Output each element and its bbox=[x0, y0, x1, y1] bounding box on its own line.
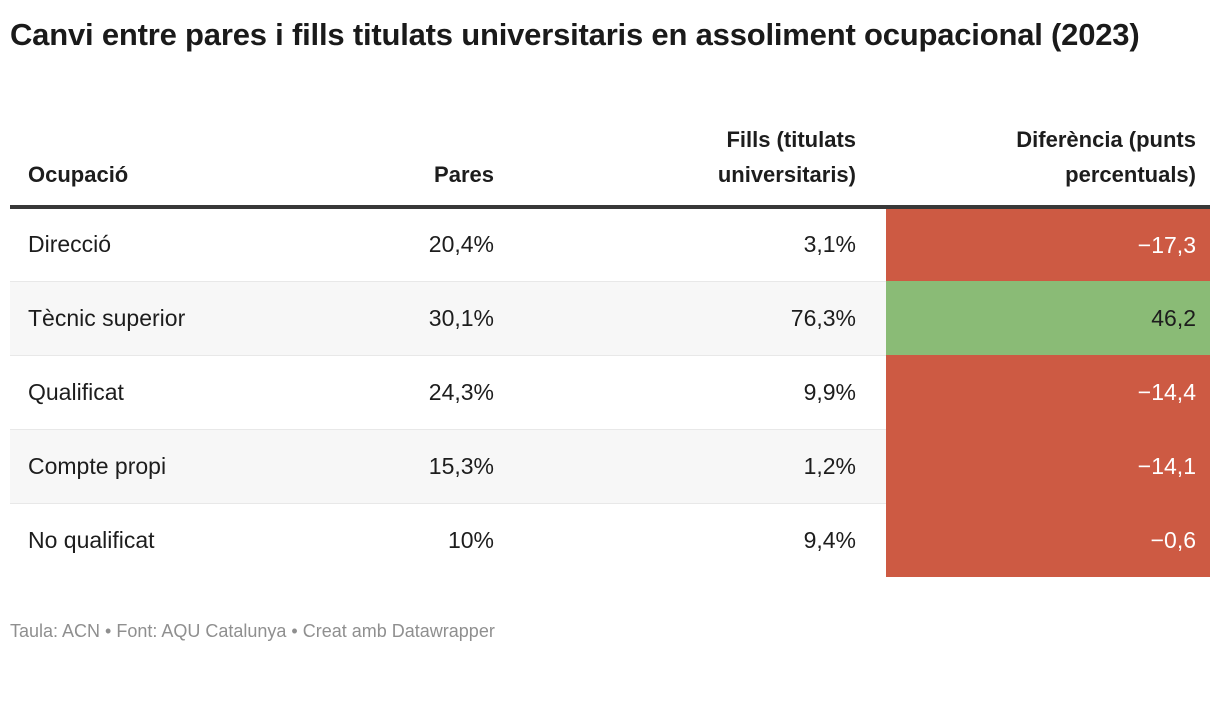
diff-cell: −14,1 bbox=[886, 429, 1210, 503]
fills-cell: 76,3% bbox=[504, 280, 886, 355]
table-row: Direcció 20,4% 3,1% −17,3 bbox=[10, 207, 1210, 281]
column-header-label: Ocupació bbox=[28, 162, 129, 187]
pares-cell: 30,1% bbox=[310, 280, 504, 355]
ocupacio-cell: Direcció bbox=[28, 231, 112, 258]
diff-cell: 46,2 bbox=[886, 281, 1210, 355]
attribution-text: Taula: ACN • Font: AQU Catalunya • Creat… bbox=[10, 621, 495, 641]
ocupacio-cell: Compte propi bbox=[10, 428, 310, 503]
column-header-fills: Fills (titulats universitaris) bbox=[504, 56, 886, 209]
fills-cell: 9,4% bbox=[504, 502, 886, 577]
fills-cell: 3,1% bbox=[803, 231, 856, 258]
diff-cell: −17,3 bbox=[886, 207, 1210, 281]
table-row: Qualificat 24,3% 9,9% −14,4 bbox=[10, 354, 1210, 429]
diff-cell: −14,4 bbox=[886, 355, 1210, 429]
pares-cell: 15,3% bbox=[310, 428, 504, 503]
column-header-label: Pares bbox=[434, 162, 494, 187]
pares-cell: 20,4% bbox=[428, 231, 494, 258]
fills-cell: 9,9% bbox=[504, 354, 886, 429]
ocupacio-cell: Qualificat bbox=[10, 354, 310, 429]
chart-title: Canvi entre pares i fills titulats unive… bbox=[10, 17, 1140, 52]
column-header-ocupacio: Ocupació bbox=[10, 56, 310, 209]
fills-cell: 1,2% bbox=[504, 428, 886, 503]
ocupacio-cell: No qualificat bbox=[10, 502, 310, 577]
column-header-pares: Pares bbox=[310, 56, 504, 209]
table-row: No qualificat 10% 9,4% −0,6 bbox=[10, 502, 1210, 577]
chart-container: Canvi entre pares i fills titulats unive… bbox=[0, 13, 1220, 642]
table-row: Compte propi 15,3% 1,2% −14,1 bbox=[10, 428, 1210, 503]
table-row: Tècnic superior 30,1% 76,3% 46,2 bbox=[10, 280, 1210, 355]
ocupacio-cell: Tècnic superior bbox=[10, 280, 310, 355]
pares-cell: 24,3% bbox=[310, 354, 504, 429]
diff-cell: −0,6 bbox=[886, 503, 1210, 577]
header-row: Ocupació Pares Fills (titulats universit… bbox=[10, 56, 1210, 209]
column-header-diferencia: Diferència (punts percentuals) bbox=[886, 56, 1210, 209]
pares-cell: 10% bbox=[310, 502, 504, 577]
data-table: Ocupació Pares Fills (titulats universit… bbox=[10, 56, 1210, 577]
column-header-label: Diferència (punts percentuals) bbox=[1016, 127, 1196, 187]
column-header-label: Fills (titulats universitaris) bbox=[717, 127, 856, 187]
